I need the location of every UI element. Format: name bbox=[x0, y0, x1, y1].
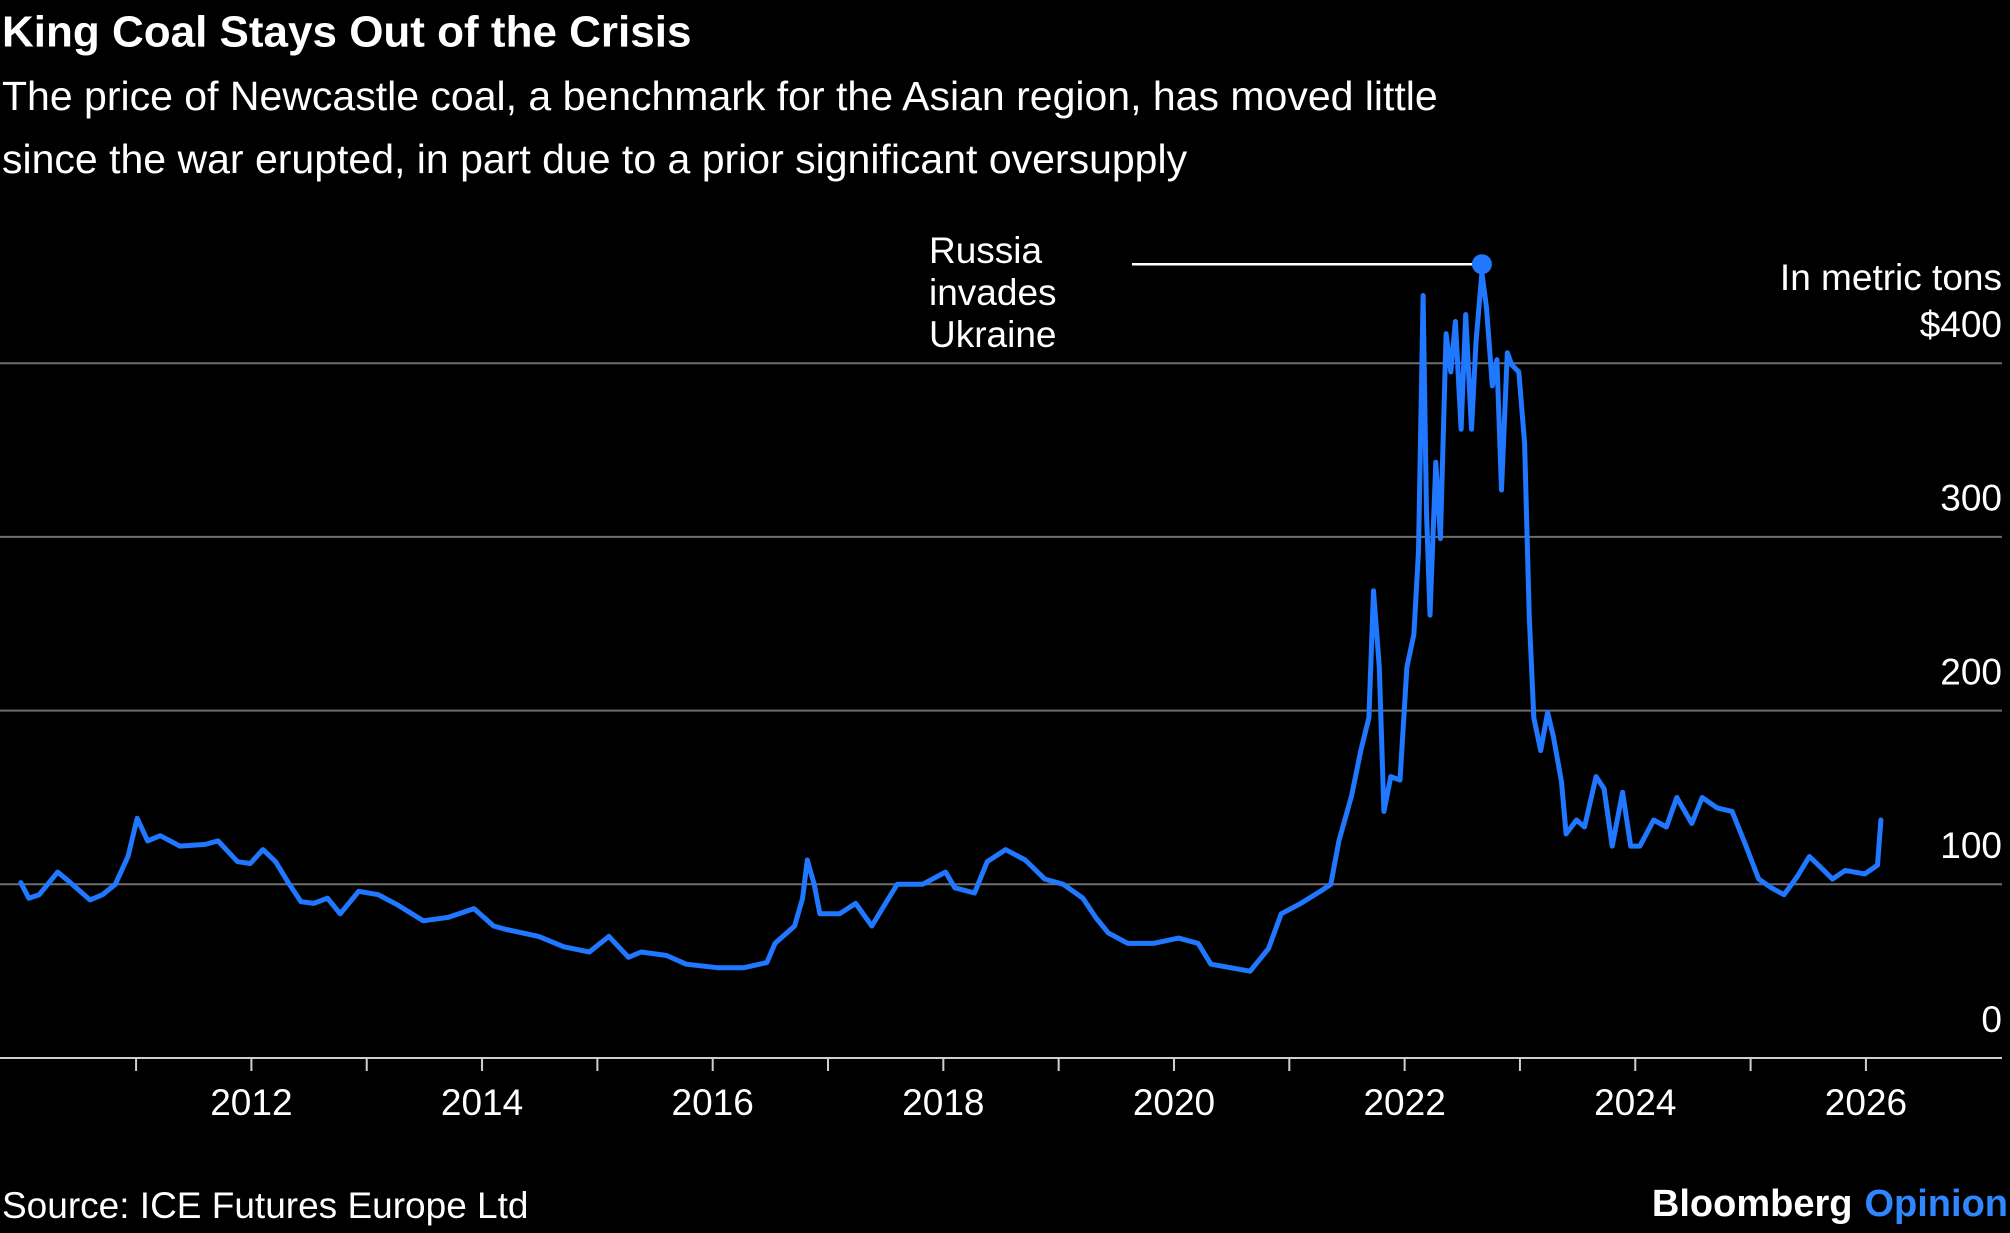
annotation-dot bbox=[1471, 254, 1492, 275]
x-tick-label: 2018 bbox=[902, 1082, 984, 1123]
chart-subtitle: since the war erupted, in part due to a … bbox=[2, 136, 1188, 182]
x-tick-label: 2026 bbox=[1825, 1082, 1907, 1123]
brand-name: Bloomberg bbox=[1652, 1183, 1853, 1225]
annotation-label: Russia bbox=[929, 230, 1043, 271]
annotation-label: Ukraine bbox=[929, 314, 1057, 355]
x-tick-label: 2022 bbox=[1363, 1082, 1445, 1123]
y-tick-label: 100 bbox=[1940, 825, 2002, 866]
price-line bbox=[18, 270, 1884, 974]
brand-product: Opinion bbox=[1864, 1183, 2008, 1225]
brand: Bloomberg Opinion bbox=[1652, 1183, 2008, 1225]
x-tick-label: 2024 bbox=[1594, 1082, 1676, 1123]
y-tick-label: $400 bbox=[1920, 304, 2002, 345]
y-tick-label: 200 bbox=[1940, 651, 2002, 692]
x-tick-label: 2016 bbox=[672, 1082, 754, 1123]
x-tick-label: 2012 bbox=[210, 1082, 292, 1123]
x-tick-label: 2020 bbox=[1133, 1082, 1215, 1123]
unit-label: In metric tons bbox=[1780, 257, 2002, 298]
source: Source: ICE Futures Europe Ltd bbox=[2, 1185, 529, 1226]
chart-title: King Coal Stays Out of the Crisis bbox=[2, 8, 691, 57]
annotation-label: invades bbox=[929, 272, 1057, 313]
chart-subtitle: The price of Newcastle coal, a benchmark… bbox=[2, 73, 1438, 119]
y-tick-label: 300 bbox=[1940, 478, 2002, 519]
y-tick-label: 0 bbox=[1981, 999, 2002, 1040]
x-tick-label: 2014 bbox=[441, 1082, 523, 1123]
